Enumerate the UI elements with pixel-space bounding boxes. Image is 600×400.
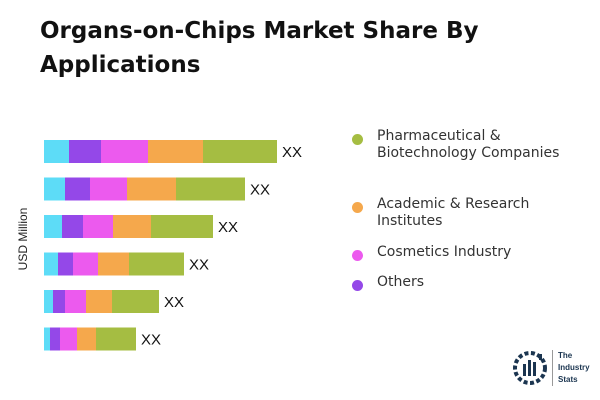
bar-segment xyxy=(86,290,112,313)
legend-swatch xyxy=(352,280,363,291)
bar-row: XX xyxy=(44,215,238,238)
bar-segment xyxy=(50,327,60,351)
bar-segment xyxy=(65,177,90,201)
bar-row: XX xyxy=(44,177,270,201)
bar-segment xyxy=(90,177,127,201)
bar-segment xyxy=(129,252,184,276)
bar-segment xyxy=(44,327,50,351)
bar-segment xyxy=(65,290,86,313)
bar-segment xyxy=(203,140,277,163)
bar-segment xyxy=(98,252,129,276)
legend-item-others: Others xyxy=(352,274,567,291)
bar-segment xyxy=(69,140,101,163)
logo: The Industry Stats xyxy=(512,350,598,386)
bar-segment xyxy=(44,140,69,163)
bar-segment xyxy=(148,140,203,163)
legend-swatch xyxy=(352,134,363,145)
legend-label: Academic & Research Institutes xyxy=(377,196,530,229)
legend-item-academic: Academic & Research Institutes xyxy=(352,196,552,230)
data-label: XX xyxy=(218,219,238,236)
legend-label: Others xyxy=(377,274,425,290)
bar-segment xyxy=(151,215,213,238)
bar-segment xyxy=(53,290,65,313)
bar-segment xyxy=(44,215,62,238)
gear-wrench-icon xyxy=(513,351,547,385)
bar-segment xyxy=(112,290,159,313)
chart-title: Organs-on-Chips Market Share By Applicat… xyxy=(40,18,479,78)
legend-label: Pharmaceutical & Biotechnology Companies xyxy=(377,128,560,161)
bar-row: XX xyxy=(44,327,161,351)
bar-segment xyxy=(44,290,53,313)
bar-segment xyxy=(83,215,113,238)
data-label: XX xyxy=(250,182,270,199)
legend-item-cosmetics: Cosmetics Industry xyxy=(352,244,567,261)
bar-segment xyxy=(58,252,73,276)
bar-row: XX xyxy=(44,252,209,276)
data-label: XX xyxy=(164,294,184,311)
legend-swatch xyxy=(352,250,363,261)
data-label: XX xyxy=(282,144,302,161)
bar-segment xyxy=(44,252,58,276)
logo-text: The Industry Stats xyxy=(552,350,598,386)
bar-row: XX xyxy=(44,290,184,313)
data-label: XX xyxy=(189,257,209,274)
legend-label: Cosmetics Industry xyxy=(377,244,512,260)
bar-segment xyxy=(101,140,148,163)
bar-segment xyxy=(176,177,245,201)
bar-segment xyxy=(96,327,136,351)
bar-segment xyxy=(62,215,83,238)
bar-segment xyxy=(44,177,65,201)
legend-swatch xyxy=(352,202,363,213)
bar-segment xyxy=(77,327,96,351)
legend-item-pharma: Pharmaceutical & Biotechnology Companies xyxy=(352,128,567,162)
bar-segment xyxy=(60,327,77,351)
bar-segment xyxy=(73,252,98,276)
bar-row: XX xyxy=(44,140,302,163)
bar-segment xyxy=(113,215,151,238)
bar-segment xyxy=(127,177,176,201)
data-label: XX xyxy=(141,332,161,349)
